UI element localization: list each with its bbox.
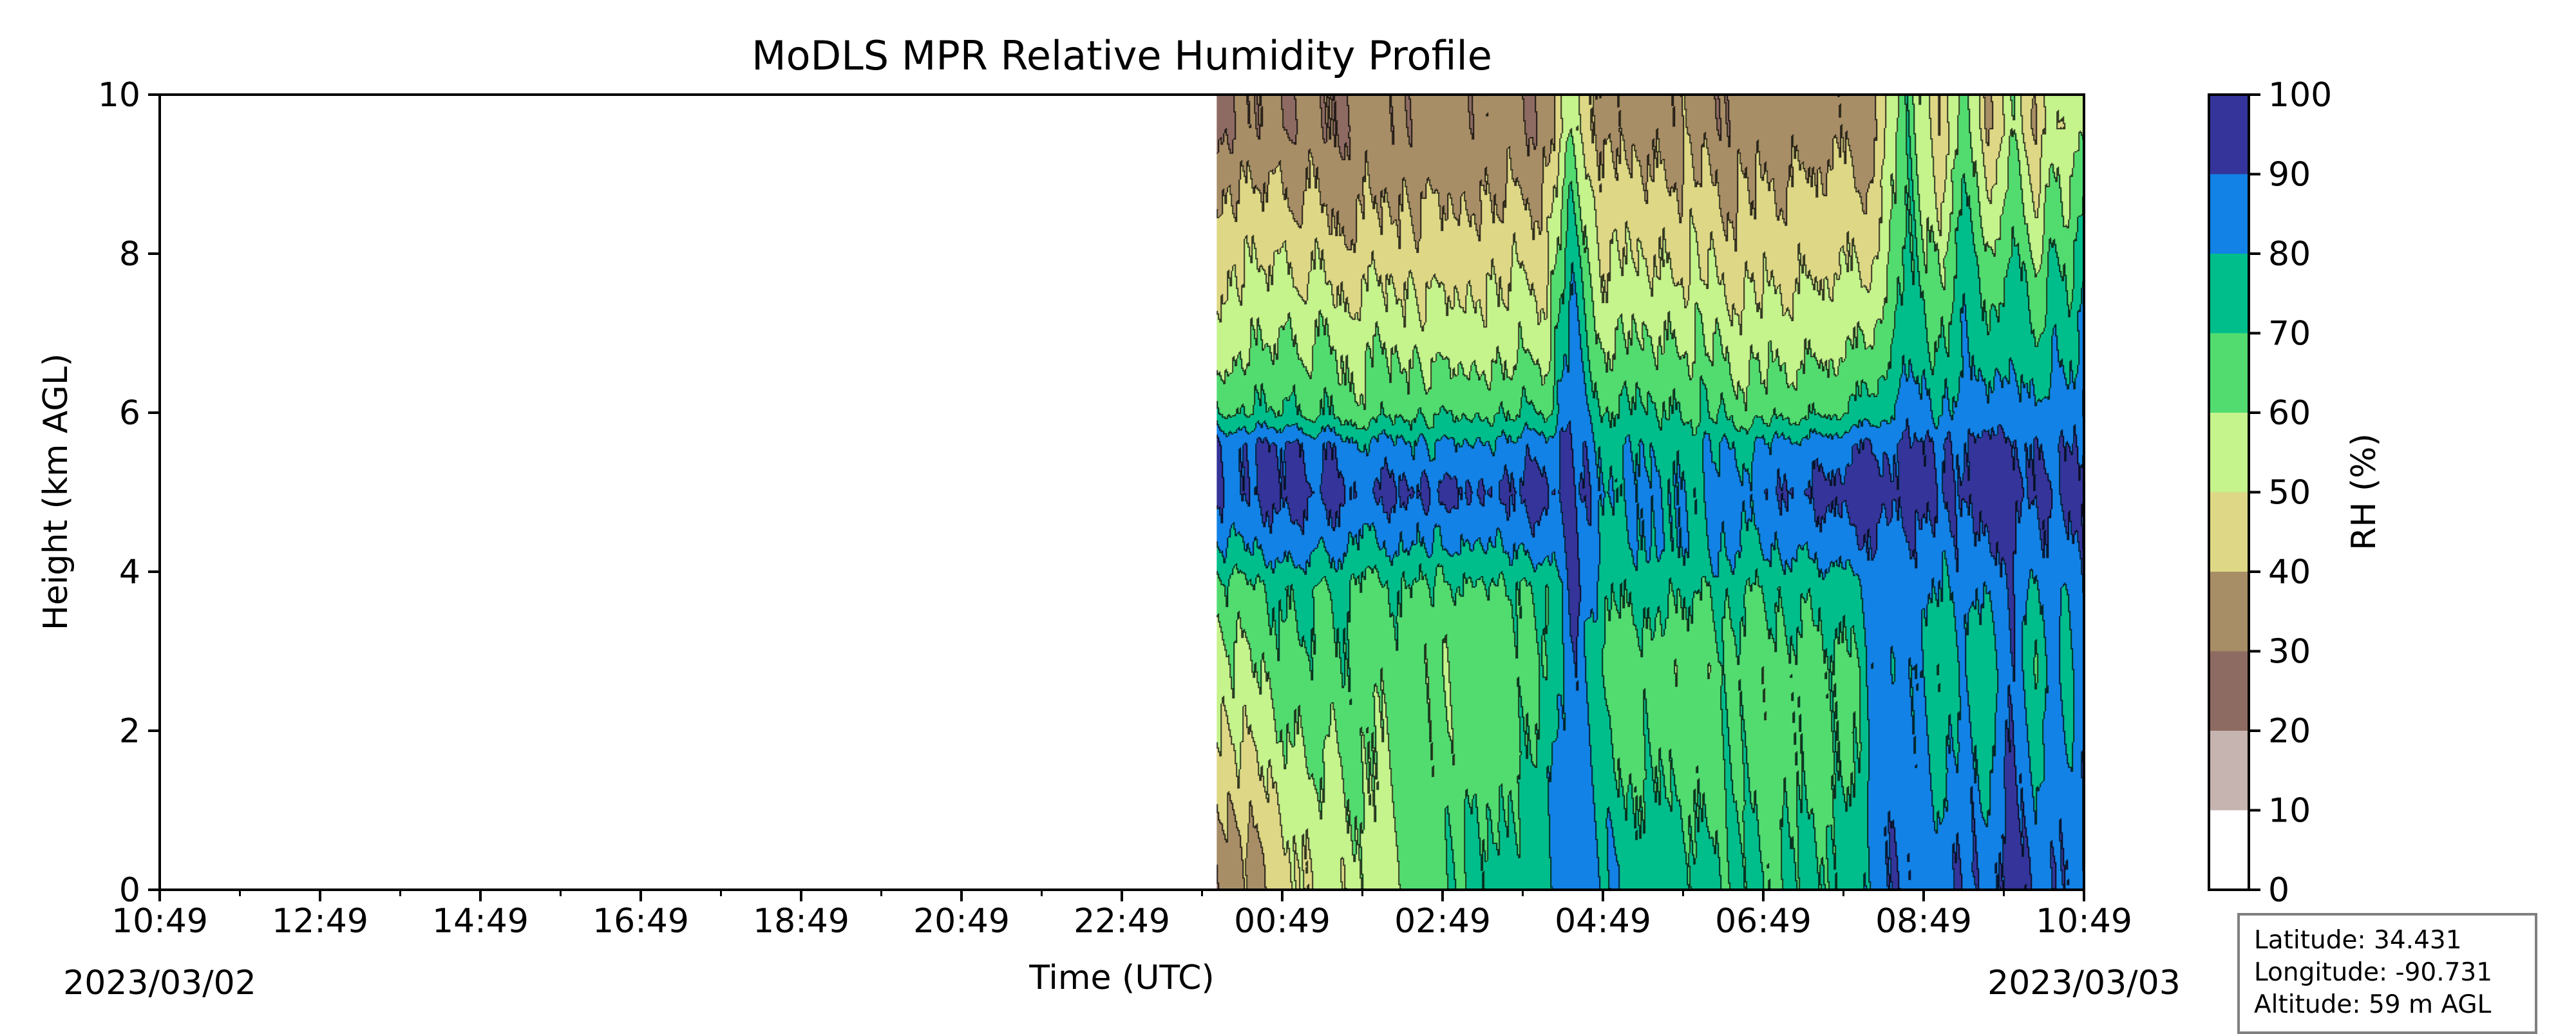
x-tick-label: 08:49 [1875,902,1972,941]
y-axis: 0 2 4 6 8 10 [98,76,160,910]
colorbar-tick-label: 100 [2268,76,2332,115]
rh-contour-image [1217,95,2084,890]
x-tick-label: 20:49 [913,902,1010,941]
x-axis: 10:49 12:49 14:49 16:49 18:49 20:49 22:49 00:49… [111,890,2132,941]
x-tick-label: 02:49 [1394,902,1491,941]
colorbar: 0 10 20 30 40 50 60 70 80 90 100 [2208,76,2332,910]
colorbar-tick-label: 10 [2268,792,2311,831]
colorbar-tick-label: 50 [2268,474,2311,512]
colorbar-swatch [2209,492,2249,572]
colorbar-swatch [2209,174,2249,254]
colorbar-swatch [2209,333,2249,413]
x-tick-label: 10:49 [2036,902,2132,941]
y-tick-label: 10 [98,76,140,115]
station-latitude: Latitude: 34.431 [2254,926,2462,955]
colorbar-swatch [2209,731,2249,811]
colorbar-tick-label: 30 [2268,633,2311,672]
y-tick-label: 8 [119,235,140,274]
y-axis-label: Height (km AGL) [37,353,75,630]
y-tick-label: 2 [119,712,140,751]
y-tick-label: 6 [119,394,140,433]
x-tick-label: 22:49 [1074,902,1170,941]
x-tick-label: 14:49 [432,902,529,941]
rh-contour-field [1217,95,2084,890]
colorbar-swatch [2209,95,2249,174]
station-info-box: Latitude: 34.431 Longitude: -90.731 Alti… [2237,913,2537,1034]
x-tick-label: 18:49 [753,902,849,941]
colorbar-tick-label: 0 [2268,871,2289,910]
chart-title: MoDLS MPR Relative Humidity Profile [752,32,1492,79]
colorbar-swatch [2209,572,2249,652]
date-start-label: 2023/03/02 [63,964,256,1002]
colorbar-tick-label: 70 [2268,315,2311,353]
colorbar-swatch [2209,413,2249,493]
y-tick-label: 0 [119,871,140,910]
colorbar-tick-label: 60 [2268,394,2311,433]
colorbar-label: RH (%) [2345,433,2383,550]
colorbar-tick-label: 80 [2268,235,2311,274]
date-end-label: 2023/03/03 [1987,964,2181,1002]
x-tick-label: 12:49 [272,902,368,941]
x-tick-label: 16:49 [592,902,689,941]
x-tick-label: 10:49 [111,902,208,941]
station-altitude: Altitude: 59 m AGL [2254,990,2492,1019]
x-tick-label: 06:49 [1715,902,1812,941]
station-longitude: Longitude: -90.731 [2254,958,2493,987]
colorbar-swatch [2209,651,2249,731]
colorbar-tick-label: 40 [2268,553,2311,592]
colorbar-tick-label: 20 [2268,712,2311,751]
colorbar-swatch [2209,254,2249,334]
colorbar-swatch [2209,810,2249,890]
colorbar-tick-label: 90 [2268,156,2311,194]
x-axis-label: Time (UTC) [1028,959,1214,997]
x-tick-label: 00:49 [1234,902,1331,941]
x-tick-label: 04:49 [1555,902,1651,941]
y-tick-label: 4 [119,553,140,592]
